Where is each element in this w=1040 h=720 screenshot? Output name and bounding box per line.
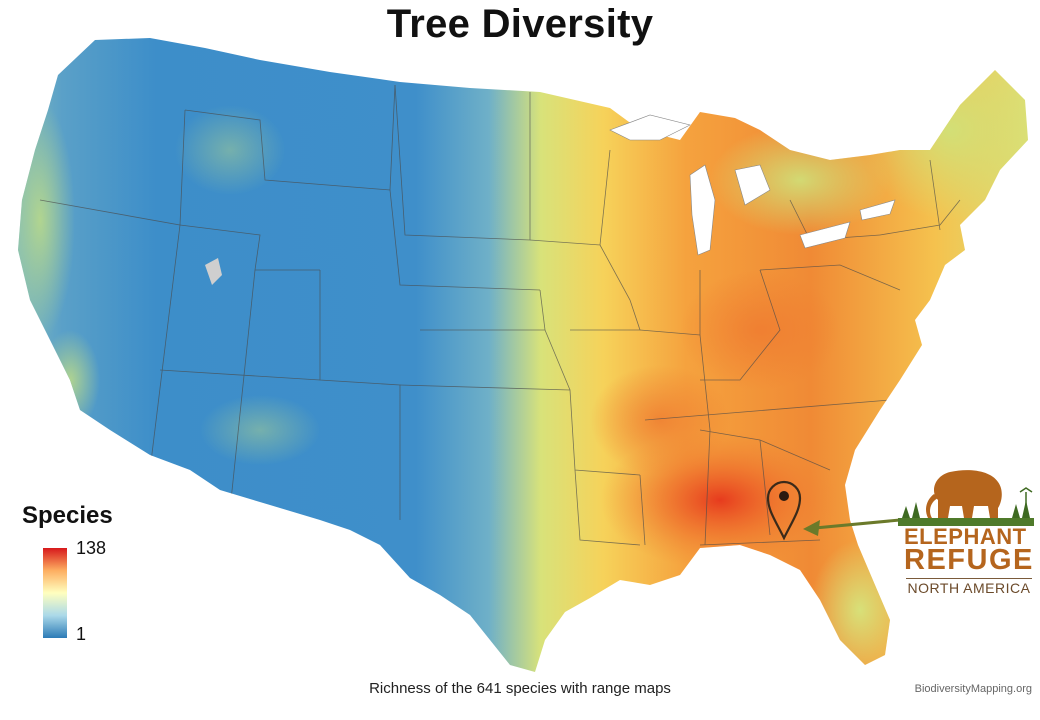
elephant-silhouette-icon bbox=[898, 470, 1034, 526]
great-salt-lake bbox=[205, 258, 222, 285]
legend-color-bar bbox=[43, 548, 67, 638]
map-caption: Richness of the 641 species with range m… bbox=[369, 680, 671, 697]
logo-text-refuge: REFUGE bbox=[904, 544, 1034, 576]
map-title: Tree Diversity bbox=[386, 2, 654, 46]
great-lakes bbox=[609, 114, 896, 256]
legend-max-label: 138 bbox=[76, 538, 107, 558]
logo-text-elephant: ELEPHANT bbox=[904, 524, 1027, 549]
logo-text-north-america: NORTH AMERICA bbox=[906, 578, 1032, 596]
legend-min-label: 1 bbox=[76, 624, 87, 644]
map-pin-icon bbox=[766, 480, 802, 541]
legend-title: Species bbox=[22, 502, 113, 529]
elephant-refuge-logo: ELEPHANT REFUGE NORTH AMERICA bbox=[898, 462, 1034, 600]
map-credit: BiodiversityMapping.org bbox=[914, 683, 1032, 695]
pointer-arrow bbox=[803, 518, 901, 536]
state-boundaries bbox=[39, 84, 961, 546]
location-marker bbox=[766, 480, 802, 541]
